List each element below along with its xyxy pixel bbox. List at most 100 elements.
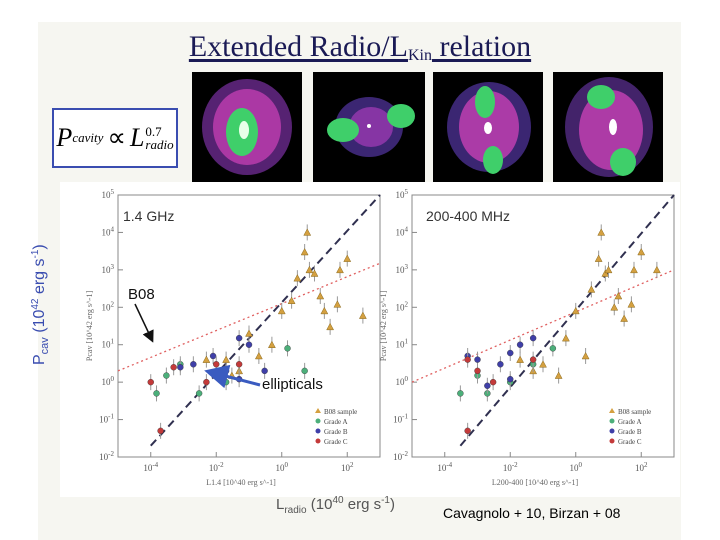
data-point-grade-a (284, 345, 291, 352)
x-tick-label: 102 (635, 461, 648, 473)
panel-title: 200-400 MHz (426, 208, 510, 224)
data-point-b08 (627, 300, 636, 308)
data-point-b08 (604, 265, 613, 274)
y-tick-label: 102 (102, 300, 115, 312)
x-tick-label: 10-4 (437, 461, 452, 473)
annotation-b08: B08 (128, 286, 155, 303)
data-point-b08 (254, 351, 263, 360)
fit-line-dashed (150, 194, 381, 447)
galaxy-image-3 (433, 72, 543, 182)
data-point-grade-c (235, 361, 243, 368)
data-point-b08 (516, 355, 525, 363)
y-axis-title: Pcav [10^42 erg s^-1] (379, 291, 388, 362)
data-point-b08 (316, 291, 325, 300)
annotation-ellipticals: ellipticals (262, 376, 323, 393)
data-point-grade-b (235, 334, 243, 342)
y-axis-title: Pcav [10^42 erg s^-1] (85, 291, 94, 362)
plot-frame (117, 194, 381, 458)
x-tick-label: 102 (341, 461, 354, 473)
galaxy-image-1 (192, 72, 302, 182)
data-point-b08 (320, 306, 329, 315)
data-point-b08 (594, 254, 603, 262)
fit-line-dotted (117, 262, 381, 372)
data-point-b08 (587, 285, 596, 293)
legend-marker (315, 428, 321, 434)
data-point-grade-a (163, 372, 170, 379)
data-point-grade-a (301, 367, 308, 375)
data-point-grade-b (209, 352, 217, 360)
data-point-grade-c (157, 427, 164, 435)
x-tick-label: 100 (570, 461, 583, 473)
data-point-grade-a (549, 345, 557, 352)
legend-marker (609, 428, 615, 434)
x-tick-label: 10-4 (143, 461, 158, 473)
y-tick-label: 100 (102, 375, 115, 387)
data-point-grade-c (147, 378, 154, 386)
legend-entry: Grade C (618, 438, 642, 446)
y-tick-label: 102 (396, 300, 409, 312)
data-point-b08 (581, 351, 590, 360)
data-point-b08 (326, 322, 335, 331)
data-point-grade-c (464, 356, 471, 363)
data-point-grade-b (507, 375, 514, 383)
data-point-b08 (245, 329, 253, 337)
data-point-b08 (539, 360, 547, 368)
y-tick-label: 10-2 (393, 450, 408, 462)
data-point-b08 (310, 269, 319, 277)
data-point-b08 (652, 265, 661, 274)
data-point-b08 (277, 306, 286, 315)
data-point-grade-a (195, 390, 203, 397)
data-point-b08 (630, 265, 638, 274)
ellipticals-arrow (204, 364, 261, 389)
data-point-b08 (610, 303, 619, 311)
legend-entry: Grade C (324, 438, 348, 446)
chart-panel-2: 10-2 10-1 100 101 102 103 104 105 10-4 10-2 100 102… (379, 188, 675, 487)
y-tick-label: 103 (396, 263, 409, 275)
galaxy-image-2 (313, 72, 425, 182)
data-point-grade-c (529, 356, 537, 363)
data-point-grade-c (489, 378, 497, 386)
data-point-grade-b (507, 349, 514, 357)
data-point-grade-b (529, 334, 537, 342)
legend-marker (609, 408, 615, 413)
data-point-b08 (267, 340, 276, 348)
legend-marker (315, 418, 321, 424)
fit-line-dashed (459, 194, 675, 447)
x-tick-label: 10-2 (209, 461, 224, 473)
y-tick-label: 104 (102, 225, 115, 237)
y-tick-label: 10-1 (99, 413, 114, 425)
data-point-grade-c (464, 427, 471, 435)
legend-entry: B08 sample (324, 408, 357, 416)
data-point-b08 (358, 311, 367, 319)
data-point-b08 (333, 300, 342, 308)
y-tick-label: 10-1 (393, 413, 408, 425)
y-tick-label: 10-2 (99, 450, 114, 462)
galaxy-image-4 (553, 72, 663, 182)
citation: Cavagnolo + 10, Birzan + 08 (443, 505, 621, 521)
b08-arrow (134, 303, 154, 343)
data-point-b08 (571, 306, 580, 315)
x-tick-label: 10-2 (503, 461, 518, 473)
data-point-b08 (222, 355, 231, 363)
data-point-b08 (336, 265, 344, 274)
data-point-b08 (620, 314, 629, 322)
panel-title: 1.4 GHz (123, 208, 174, 224)
data-point-grade-b (245, 341, 253, 348)
legend-marker (315, 438, 321, 444)
slide-title: Extended Radio/LKin relation (188, 30, 532, 64)
x-axis-title: L200-400 [10^40 erg s^-1] (492, 478, 579, 487)
data-point-grade-b (516, 341, 524, 348)
y-tick-label: 105 (102, 188, 115, 200)
data-point-grade-b (484, 382, 491, 389)
x-tick-label: 100 (276, 461, 289, 473)
legend-entry: Grade B (324, 428, 348, 436)
y-tick-label: 104 (396, 225, 409, 237)
chart-panel-1: 10-2 10-1 100 101 102 103 104 105 10-4 10-2 100 102… (85, 188, 381, 487)
data-point-grade-b (190, 361, 197, 368)
plot-frame (411, 194, 675, 458)
data-point-b08 (300, 247, 309, 256)
legend-marker (609, 418, 615, 424)
x-axis-label: Lradio (1040 erg s-1) (276, 495, 395, 516)
